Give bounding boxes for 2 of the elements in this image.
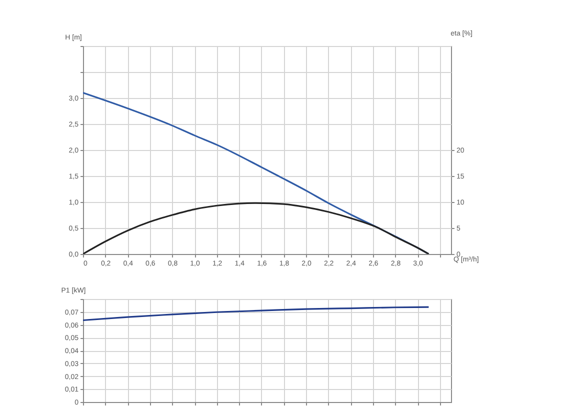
line-series — [83, 202, 430, 254]
line-series — [83, 306, 430, 322]
